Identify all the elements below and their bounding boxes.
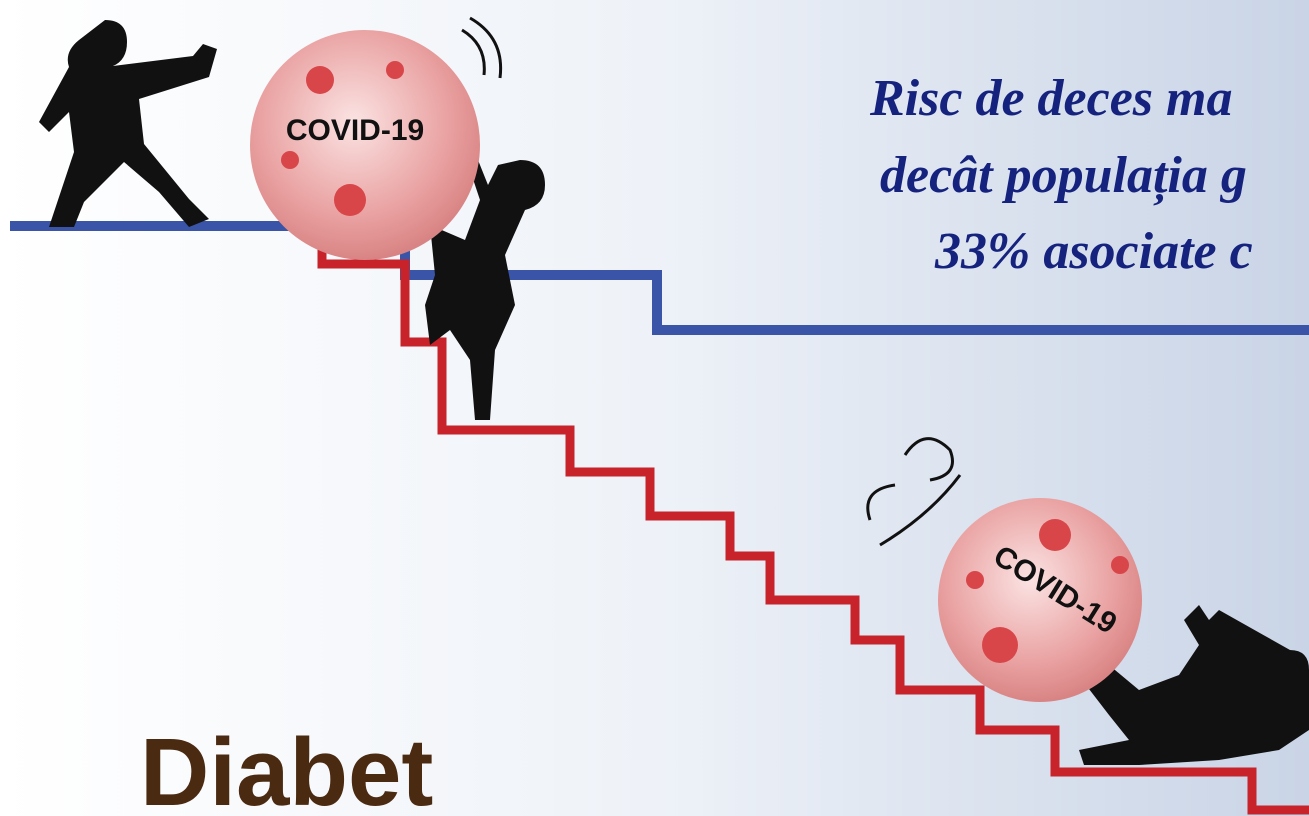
caption-line: Risc de deces ma [869,70,1232,127]
motion-lines [461,16,962,547]
ball-label: COVID-19 [286,114,424,147]
caption-line: 33% asociate c [934,223,1253,280]
ball-2: COVID-19 [938,498,1142,702]
title: Diabet [140,719,433,816]
caption-line: decât populația g [880,147,1247,206]
fighter-1 [39,20,217,227]
fighter-3 [1059,605,1309,765]
red-stairs [317,226,1309,815]
fighter-2 [425,160,545,420]
ball-1: COVID-19 [250,30,480,260]
